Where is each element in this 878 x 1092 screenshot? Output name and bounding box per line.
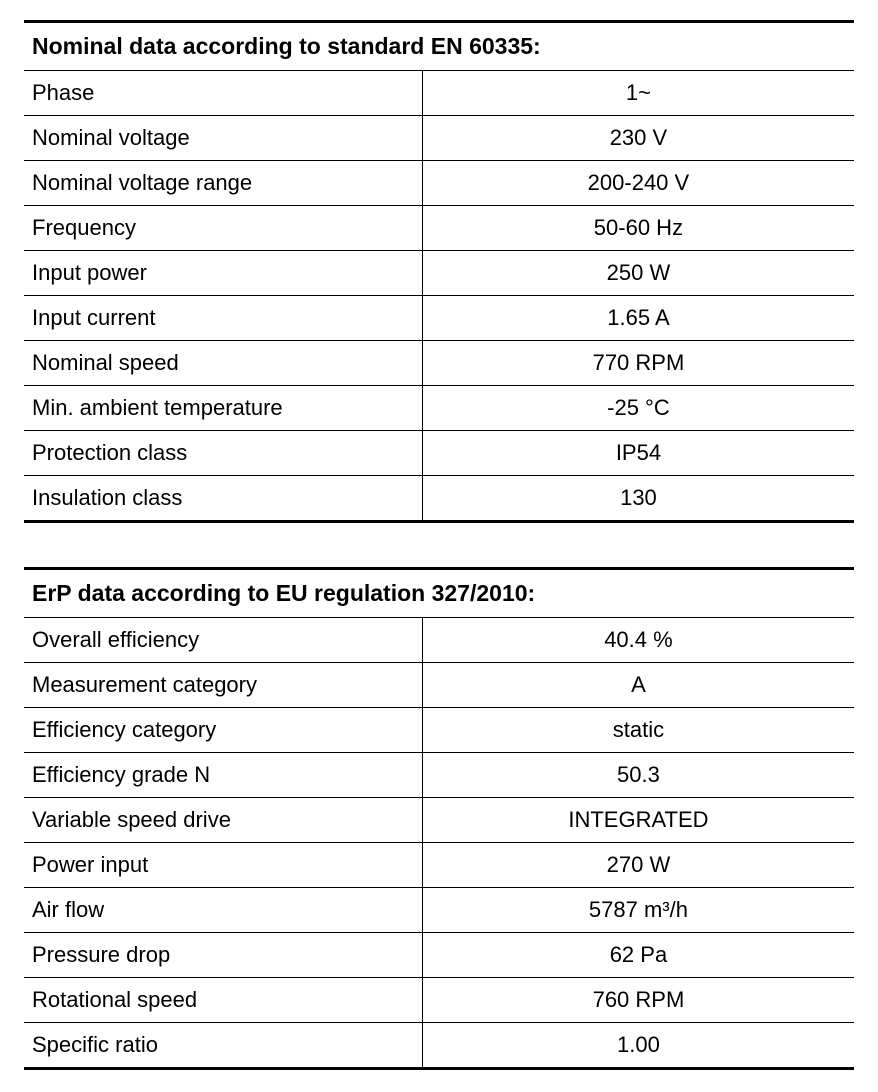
row-value: 760 RPM	[422, 978, 854, 1023]
row-value: 1~	[422, 71, 854, 116]
row-value: 200-240 V	[422, 161, 854, 206]
table-row: Input power250 W	[24, 251, 854, 296]
row-value: -25 °C	[422, 386, 854, 431]
row-label: Air flow	[24, 888, 422, 933]
row-label: Specific ratio	[24, 1023, 422, 1069]
row-label: Efficiency grade N	[24, 753, 422, 798]
table-title: Nominal data according to standard EN 60…	[24, 22, 854, 71]
row-value: 130	[422, 476, 854, 522]
table-row: Variable speed driveINTEGRATED	[24, 798, 854, 843]
spec-table: ErP data according to EU regulation 327/…	[24, 567, 854, 1070]
row-label: Protection class	[24, 431, 422, 476]
table-row: Input current1.65 A	[24, 296, 854, 341]
row-value: 1.00	[422, 1023, 854, 1069]
row-label: Measurement category	[24, 663, 422, 708]
row-label: Rotational speed	[24, 978, 422, 1023]
row-value: 1.65 A	[422, 296, 854, 341]
row-value: IP54	[422, 431, 854, 476]
row-label: Frequency	[24, 206, 422, 251]
row-value: 5787 m³/h	[422, 888, 854, 933]
row-value: static	[422, 708, 854, 753]
row-value: 230 V	[422, 116, 854, 161]
table-row: Protection classIP54	[24, 431, 854, 476]
row-label: Nominal voltage range	[24, 161, 422, 206]
table-row: Power input270 W	[24, 843, 854, 888]
table-row: Efficiency grade N50.3	[24, 753, 854, 798]
table-row: Overall efficiency40.4 %	[24, 618, 854, 663]
row-label: Nominal speed	[24, 341, 422, 386]
row-value: 62 Pa	[422, 933, 854, 978]
table-row: Rotational speed760 RPM	[24, 978, 854, 1023]
table-title: ErP data according to EU regulation 327/…	[24, 569, 854, 618]
row-label: Input power	[24, 251, 422, 296]
table-row: Air flow5787 m³/h	[24, 888, 854, 933]
spec-table: Nominal data according to standard EN 60…	[24, 20, 854, 523]
table-row: Frequency50-60 Hz	[24, 206, 854, 251]
table-row: Phase1~	[24, 71, 854, 116]
table-row: Nominal voltage range200-240 V	[24, 161, 854, 206]
table-row: Measurement categoryA	[24, 663, 854, 708]
row-label: Overall efficiency	[24, 618, 422, 663]
table-row: Efficiency categorystatic	[24, 708, 854, 753]
table-row: Nominal voltage230 V	[24, 116, 854, 161]
table-row: Insulation class130	[24, 476, 854, 522]
row-label: Variable speed drive	[24, 798, 422, 843]
row-value: 50-60 Hz	[422, 206, 854, 251]
row-label: Nominal voltage	[24, 116, 422, 161]
table-row: Min. ambient temperature-25 °C	[24, 386, 854, 431]
row-label: Power input	[24, 843, 422, 888]
row-label: Pressure drop	[24, 933, 422, 978]
row-value: 770 RPM	[422, 341, 854, 386]
spec-table-section: ErP data according to EU regulation 327/…	[24, 567, 854, 1070]
row-label: Phase	[24, 71, 422, 116]
row-label: Min. ambient temperature	[24, 386, 422, 431]
row-value: INTEGRATED	[422, 798, 854, 843]
row-value: A	[422, 663, 854, 708]
table-row: Nominal speed770 RPM	[24, 341, 854, 386]
row-value: 250 W	[422, 251, 854, 296]
row-value: 40.4 %	[422, 618, 854, 663]
row-label: Insulation class	[24, 476, 422, 522]
row-value: 50.3	[422, 753, 854, 798]
row-label: Efficiency category	[24, 708, 422, 753]
row-value: 270 W	[422, 843, 854, 888]
row-label: Input current	[24, 296, 422, 341]
table-row: Pressure drop62 Pa	[24, 933, 854, 978]
spec-table-section: Nominal data according to standard EN 60…	[24, 20, 854, 523]
table-row: Specific ratio1.00	[24, 1023, 854, 1069]
